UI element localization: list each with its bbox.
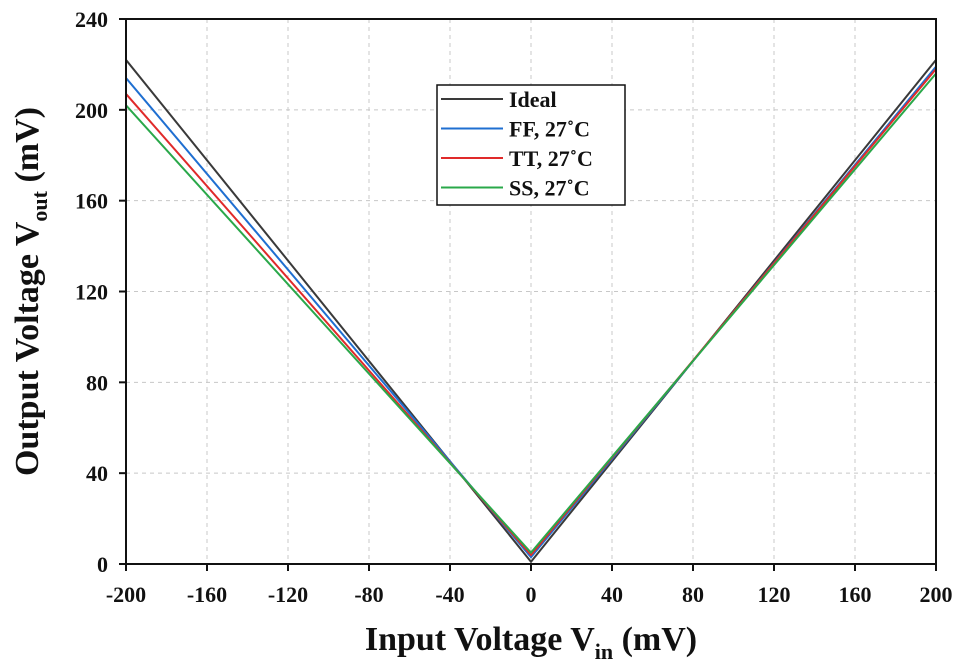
y-tick-label: 40 [86, 461, 108, 486]
y-tick-label: 160 [75, 189, 108, 214]
y-tick-label: 0 [97, 552, 108, 577]
legend: Ideal FF, 27˚C TT, 27˚C SS, 27˚C [436, 84, 626, 206]
x-tick-label: 80 [682, 582, 704, 607]
y-axis-title-sub: out [27, 190, 52, 221]
x-tick-label: -80 [354, 582, 383, 607]
x-axis-title-main: Input Voltage V [365, 621, 595, 658]
y-tick-label: 240 [75, 7, 108, 32]
series-line [125, 68, 937, 557]
axis-ticks: -200 -160 -120 -80 -40 0 40 80 120 160 200 0 40 80 120… [75, 7, 953, 607]
x-tick-label: -160 [187, 582, 227, 607]
y-tick-label: 80 [86, 370, 108, 395]
y-tick-label: 120 [75, 280, 108, 305]
legend-label: Ideal [509, 87, 557, 112]
x-tick-label: -40 [435, 582, 464, 607]
x-tick-label: 200 [920, 582, 953, 607]
x-tick-label: -200 [106, 582, 146, 607]
series-line [125, 59, 937, 564]
x-tick-label: 160 [839, 582, 872, 607]
y-axis-title: Output Voltage Vout (mV) [9, 107, 52, 476]
y-axis-title-main: Output Voltage V [9, 221, 46, 476]
x-axis-title-unit: (mV) [613, 621, 697, 658]
x-tick-label: 40 [601, 582, 623, 607]
legend-label: TT, 27˚C [509, 146, 593, 171]
legend-label: FF, 27˚C [509, 117, 590, 142]
y-tick-label: 200 [75, 98, 108, 123]
x-axis-title: Input Voltage Vin (mV) [365, 621, 697, 664]
legend-label: SS, 27˚C [509, 176, 590, 201]
y-axis-title-unit: (mV) [9, 107, 46, 191]
series-layer [125, 59, 937, 564]
x-tick-label: -120 [268, 582, 308, 607]
x-tick-label: 120 [758, 582, 791, 607]
x-axis-title-sub: in [595, 639, 613, 664]
x-tick-label: 0 [526, 582, 537, 607]
legend-box [436, 84, 626, 206]
series-line [125, 72, 937, 555]
